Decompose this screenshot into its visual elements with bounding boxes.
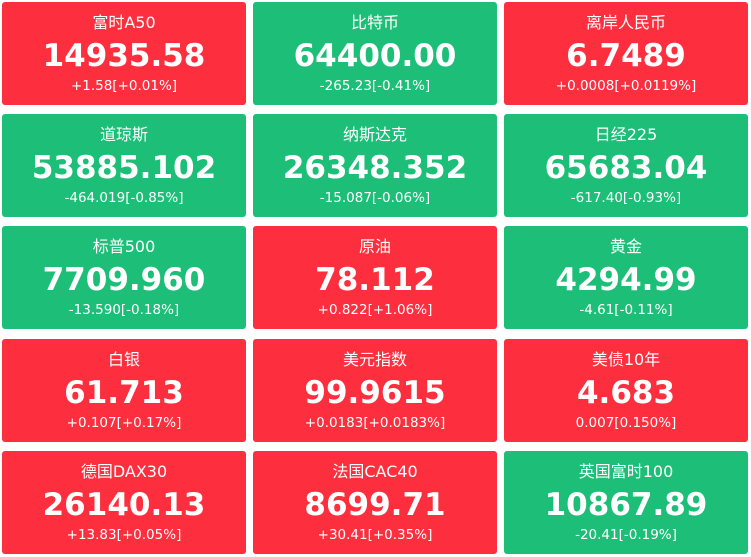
quote-change: -464.019[-0.85%] bbox=[64, 190, 184, 207]
quote-change: -265.23[-0.41%] bbox=[319, 78, 431, 94]
quote-tile[interactable]: 富时A50 14935.58 +1.58[+0.01%] bbox=[2, 2, 246, 105]
quote-name: 美债10年 bbox=[591, 349, 661, 369]
quote-price: 6.7489 bbox=[566, 38, 686, 74]
quote-name: 道琼斯 bbox=[99, 125, 148, 145]
quote-tile[interactable]: 纳斯达克 26348.352 -15.087[-0.06%] bbox=[253, 114, 497, 218]
quote-tile[interactable]: 标普500 7709.960 -13.590[-0.18%] bbox=[2, 226, 246, 330]
quote-tile[interactable]: 黄金 4294.99 -4.61[-0.11%] bbox=[504, 226, 748, 330]
quote-change: -20.41[-0.19%] bbox=[575, 526, 677, 543]
quote-change: +13.83[+0.05%] bbox=[66, 526, 182, 543]
quote-name: 法国CAC40 bbox=[332, 461, 418, 481]
quote-price: 4294.99 bbox=[555, 262, 697, 299]
quote-change: +0.107[+0.17%] bbox=[66, 414, 182, 431]
quote-price: 10867.89 bbox=[544, 486, 708, 523]
quote-name: 富时A50 bbox=[92, 13, 156, 32]
quote-name: 纳斯达克 bbox=[342, 125, 407, 145]
quote-tile[interactable]: 德国DAX30 26140.13 +13.83[+0.05%] bbox=[2, 450, 246, 554]
quote-name: 黄金 bbox=[609, 237, 642, 257]
quote-change: +1.58[+0.01%] bbox=[70, 78, 178, 94]
quote-tile[interactable]: 日经225 65683.04 -617.40[-0.93%] bbox=[504, 114, 748, 218]
quote-tile[interactable]: 比特币 64400.00 -265.23[-0.41%] bbox=[253, 2, 497, 105]
quote-name: 美元指数 bbox=[342, 349, 407, 369]
quote-tile[interactable]: 美债10年 4.683 0.007[0.150%] bbox=[504, 338, 748, 442]
quote-tile[interactable]: 英国富时100 10867.89 -20.41[-0.19%] bbox=[504, 450, 748, 554]
quote-change: +0.0008[+0.0119%] bbox=[555, 78, 697, 94]
quote-price: 7709.960 bbox=[42, 262, 206, 299]
quote-change: +0.822[+1.06%] bbox=[317, 302, 433, 319]
quote-name: 原油 bbox=[358, 237, 391, 257]
quote-change: -13.590[-0.18%] bbox=[68, 302, 180, 319]
quote-price: 53885.102 bbox=[31, 150, 217, 187]
quote-name: 德国DAX30 bbox=[80, 461, 168, 481]
quote-price: 26348.352 bbox=[282, 150, 468, 187]
quote-tile[interactable]: 美元指数 99.9615 +0.0183[+0.0183%] bbox=[253, 338, 497, 442]
quote-price: 8699.71 bbox=[304, 486, 446, 523]
quote-change: -617.40[-0.93%] bbox=[570, 190, 682, 207]
quote-tile[interactable]: 离岸人民币 6.7489 +0.0008[+0.0119%] bbox=[504, 2, 748, 105]
quote-price: 4.683 bbox=[576, 374, 676, 411]
quote-change: 0.007[0.150%] bbox=[575, 414, 677, 431]
quote-price: 14935.58 bbox=[42, 38, 206, 74]
quote-name: 离岸人民币 bbox=[585, 13, 666, 32]
quote-price: 61.713 bbox=[64, 374, 184, 411]
quote-change: +0.0183[+0.0183%] bbox=[304, 414, 446, 431]
quote-change: +30.41[+0.35%] bbox=[317, 526, 433, 543]
quote-tile[interactable]: 原油 78.112 +0.822[+1.06%] bbox=[253, 226, 497, 330]
quote-name: 比特币 bbox=[350, 13, 399, 32]
quote-price: 26140.13 bbox=[42, 486, 206, 523]
quote-name: 白银 bbox=[107, 349, 140, 369]
quote-price: 64400.00 bbox=[293, 38, 457, 74]
quote-change: -15.087[-0.06%] bbox=[319, 190, 431, 207]
quote-price: 99.9615 bbox=[304, 374, 446, 411]
quote-tile[interactable]: 白银 61.713 +0.107[+0.17%] bbox=[2, 338, 246, 442]
quote-tile[interactable]: 道琼斯 53885.102 -464.019[-0.85%] bbox=[2, 114, 246, 218]
quote-name: 英国富时100 bbox=[578, 461, 674, 481]
quote-name: 标普500 bbox=[92, 237, 156, 257]
quote-price: 65683.04 bbox=[544, 150, 708, 187]
quote-change: -4.61[-0.11%] bbox=[579, 302, 673, 319]
quote-name: 日经225 bbox=[594, 125, 658, 145]
quote-tile[interactable]: 法国CAC40 8699.71 +30.41[+0.35%] bbox=[253, 450, 497, 554]
quote-price: 78.112 bbox=[315, 262, 435, 299]
